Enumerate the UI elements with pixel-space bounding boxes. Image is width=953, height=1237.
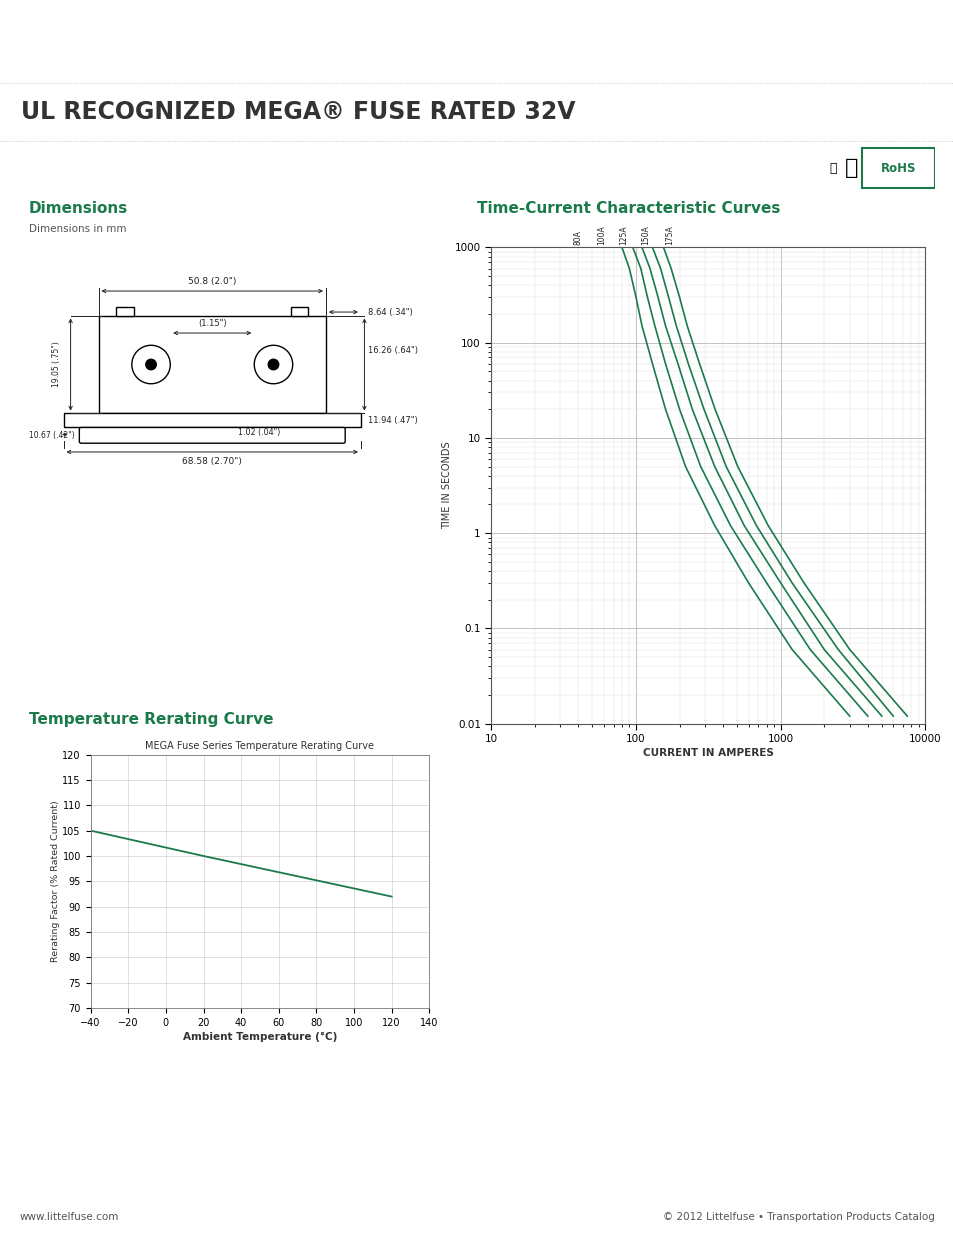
Y-axis label: Rerating Factor (% Rated Current): Rerating Factor (% Rated Current) [51, 800, 60, 962]
Text: Temperature Rerating Curve: Temperature Rerating Curve [29, 711, 273, 726]
Text: 1.02 (.04"): 1.02 (.04") [238, 428, 280, 437]
Bar [98, 315, 326, 413]
Y-axis label: TIME IN SECONDS: TIME IN SECONDS [441, 442, 452, 529]
Text: RoHS: RoHS [880, 162, 916, 174]
Circle shape [146, 359, 156, 370]
Text: 175A: 175A [664, 225, 673, 245]
Text: Ⓡ: Ⓡ [829, 162, 837, 174]
Text: 80A: 80A [573, 230, 582, 245]
Text: UL RECOGNIZED MEGA® FUSE RATED 32V: UL RECOGNIZED MEGA® FUSE RATED 32V [21, 100, 575, 124]
Text: ///: /// [27, 22, 43, 36]
Text: Expertise Applied  |  Answers Delivered: Expertise Applied | Answers Delivered [76, 62, 213, 69]
FancyBboxPatch shape [862, 148, 934, 188]
Text: 10.67 (.42"): 10.67 (.42") [29, 430, 74, 439]
Text: Bolt-down Fuses: Bolt-down Fuses [306, 31, 472, 49]
Title: MEGA Fuse Series Temperature Rerating Curve: MEGA Fuse Series Temperature Rerating Cu… [145, 741, 375, 751]
Text: (1.15"): (1.15") [197, 319, 227, 328]
Circle shape [132, 345, 170, 383]
Circle shape [268, 359, 278, 370]
Text: Time-Current Characteristic Curves: Time-Current Characteristic Curves [476, 202, 780, 216]
Text: 11.94 (.47"): 11.94 (.47") [368, 416, 417, 426]
Bar [64, 413, 360, 428]
Text: www.littelfuse.com: www.littelfuse.com [19, 1212, 118, 1222]
Text: 16.26 (.64"): 16.26 (.64") [368, 346, 417, 355]
Text: Dimensions in mm: Dimensions in mm [29, 224, 126, 234]
X-axis label: CURRENT IN AMPERES: CURRENT IN AMPERES [642, 748, 773, 758]
Text: Littelfuse: Littelfuse [76, 22, 158, 37]
X-axis label: Ambient Temperature (°C): Ambient Temperature (°C) [183, 1032, 336, 1042]
Text: Dimensions: Dimensions [29, 202, 128, 216]
FancyBboxPatch shape [79, 428, 345, 443]
Text: 19.05 (.75"): 19.05 (.75") [52, 341, 61, 387]
Text: 150A: 150A [640, 225, 649, 245]
Text: 125A: 125A [618, 225, 627, 245]
Text: 68.58 (2.70"): 68.58 (2.70") [182, 458, 242, 466]
Text: Ⓤ: Ⓤ [844, 158, 858, 178]
Text: 50.8 (2.0"): 50.8 (2.0") [188, 277, 236, 286]
Text: 8.64 (.34"): 8.64 (.34") [368, 308, 413, 317]
Text: © 2012 Littelfuse • Transportation Products Catalog: © 2012 Littelfuse • Transportation Produ… [662, 1212, 934, 1222]
Text: 100A: 100A [597, 225, 606, 245]
Bar [291, 307, 308, 315]
Bar [116, 307, 133, 315]
Circle shape [253, 345, 293, 383]
